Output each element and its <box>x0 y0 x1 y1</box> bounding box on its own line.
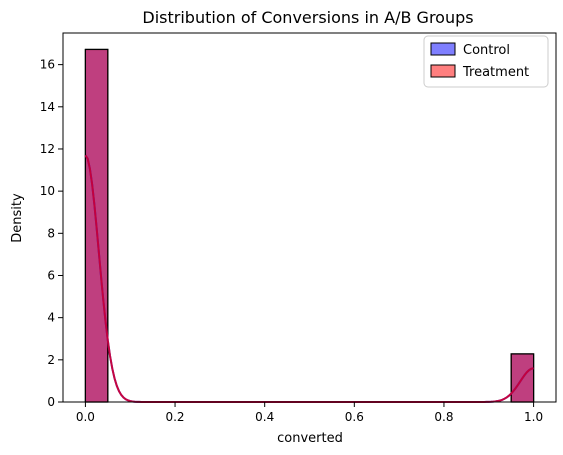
y-axis: 0 2 4 6 8 10 12 14 16 <box>40 58 63 409</box>
x-tick-label: 0.4 <box>255 410 274 424</box>
legend-label-control: Control <box>463 43 510 58</box>
x-tick-label: 0.0 <box>76 410 95 424</box>
y-tick-label: 6 <box>47 268 55 282</box>
y-axis-label: Density <box>10 193 25 243</box>
x-tick-label: 1.0 <box>524 410 543 424</box>
y-tick-label: 4 <box>47 311 55 325</box>
x-tick-label: 0.6 <box>345 410 364 424</box>
x-tick-label: 0.8 <box>434 410 453 424</box>
y-tick-label: 12 <box>40 142 55 156</box>
plot-frame <box>62 32 557 403</box>
y-tick-label: 2 <box>47 353 55 367</box>
kde-line-treatment <box>84 154 534 403</box>
kde-line-control <box>84 154 534 403</box>
y-tick-label: 0 <box>47 395 55 409</box>
legend-label-treatment: Treatment <box>462 65 529 80</box>
x-axis-label: converted <box>277 431 343 446</box>
y-tick-label: 16 <box>40 58 55 72</box>
y-tick-label: 10 <box>40 184 55 198</box>
y-tick-label: 8 <box>47 226 55 240</box>
legend-swatch-treatment <box>430 64 456 78</box>
legend-swatch-control <box>430 42 456 56</box>
bars-layer <box>84 48 535 403</box>
x-axis: 0.0 0.2 0.4 0.6 0.8 1.0 <box>76 402 543 424</box>
x-tick-label: 0.2 <box>165 410 184 424</box>
chart-title: Distribution of Conversions in A/B Group… <box>142 8 473 27</box>
y-tick-label: 14 <box>40 100 55 114</box>
kde-layer <box>84 154 534 403</box>
legend: Control Treatment <box>423 35 549 88</box>
